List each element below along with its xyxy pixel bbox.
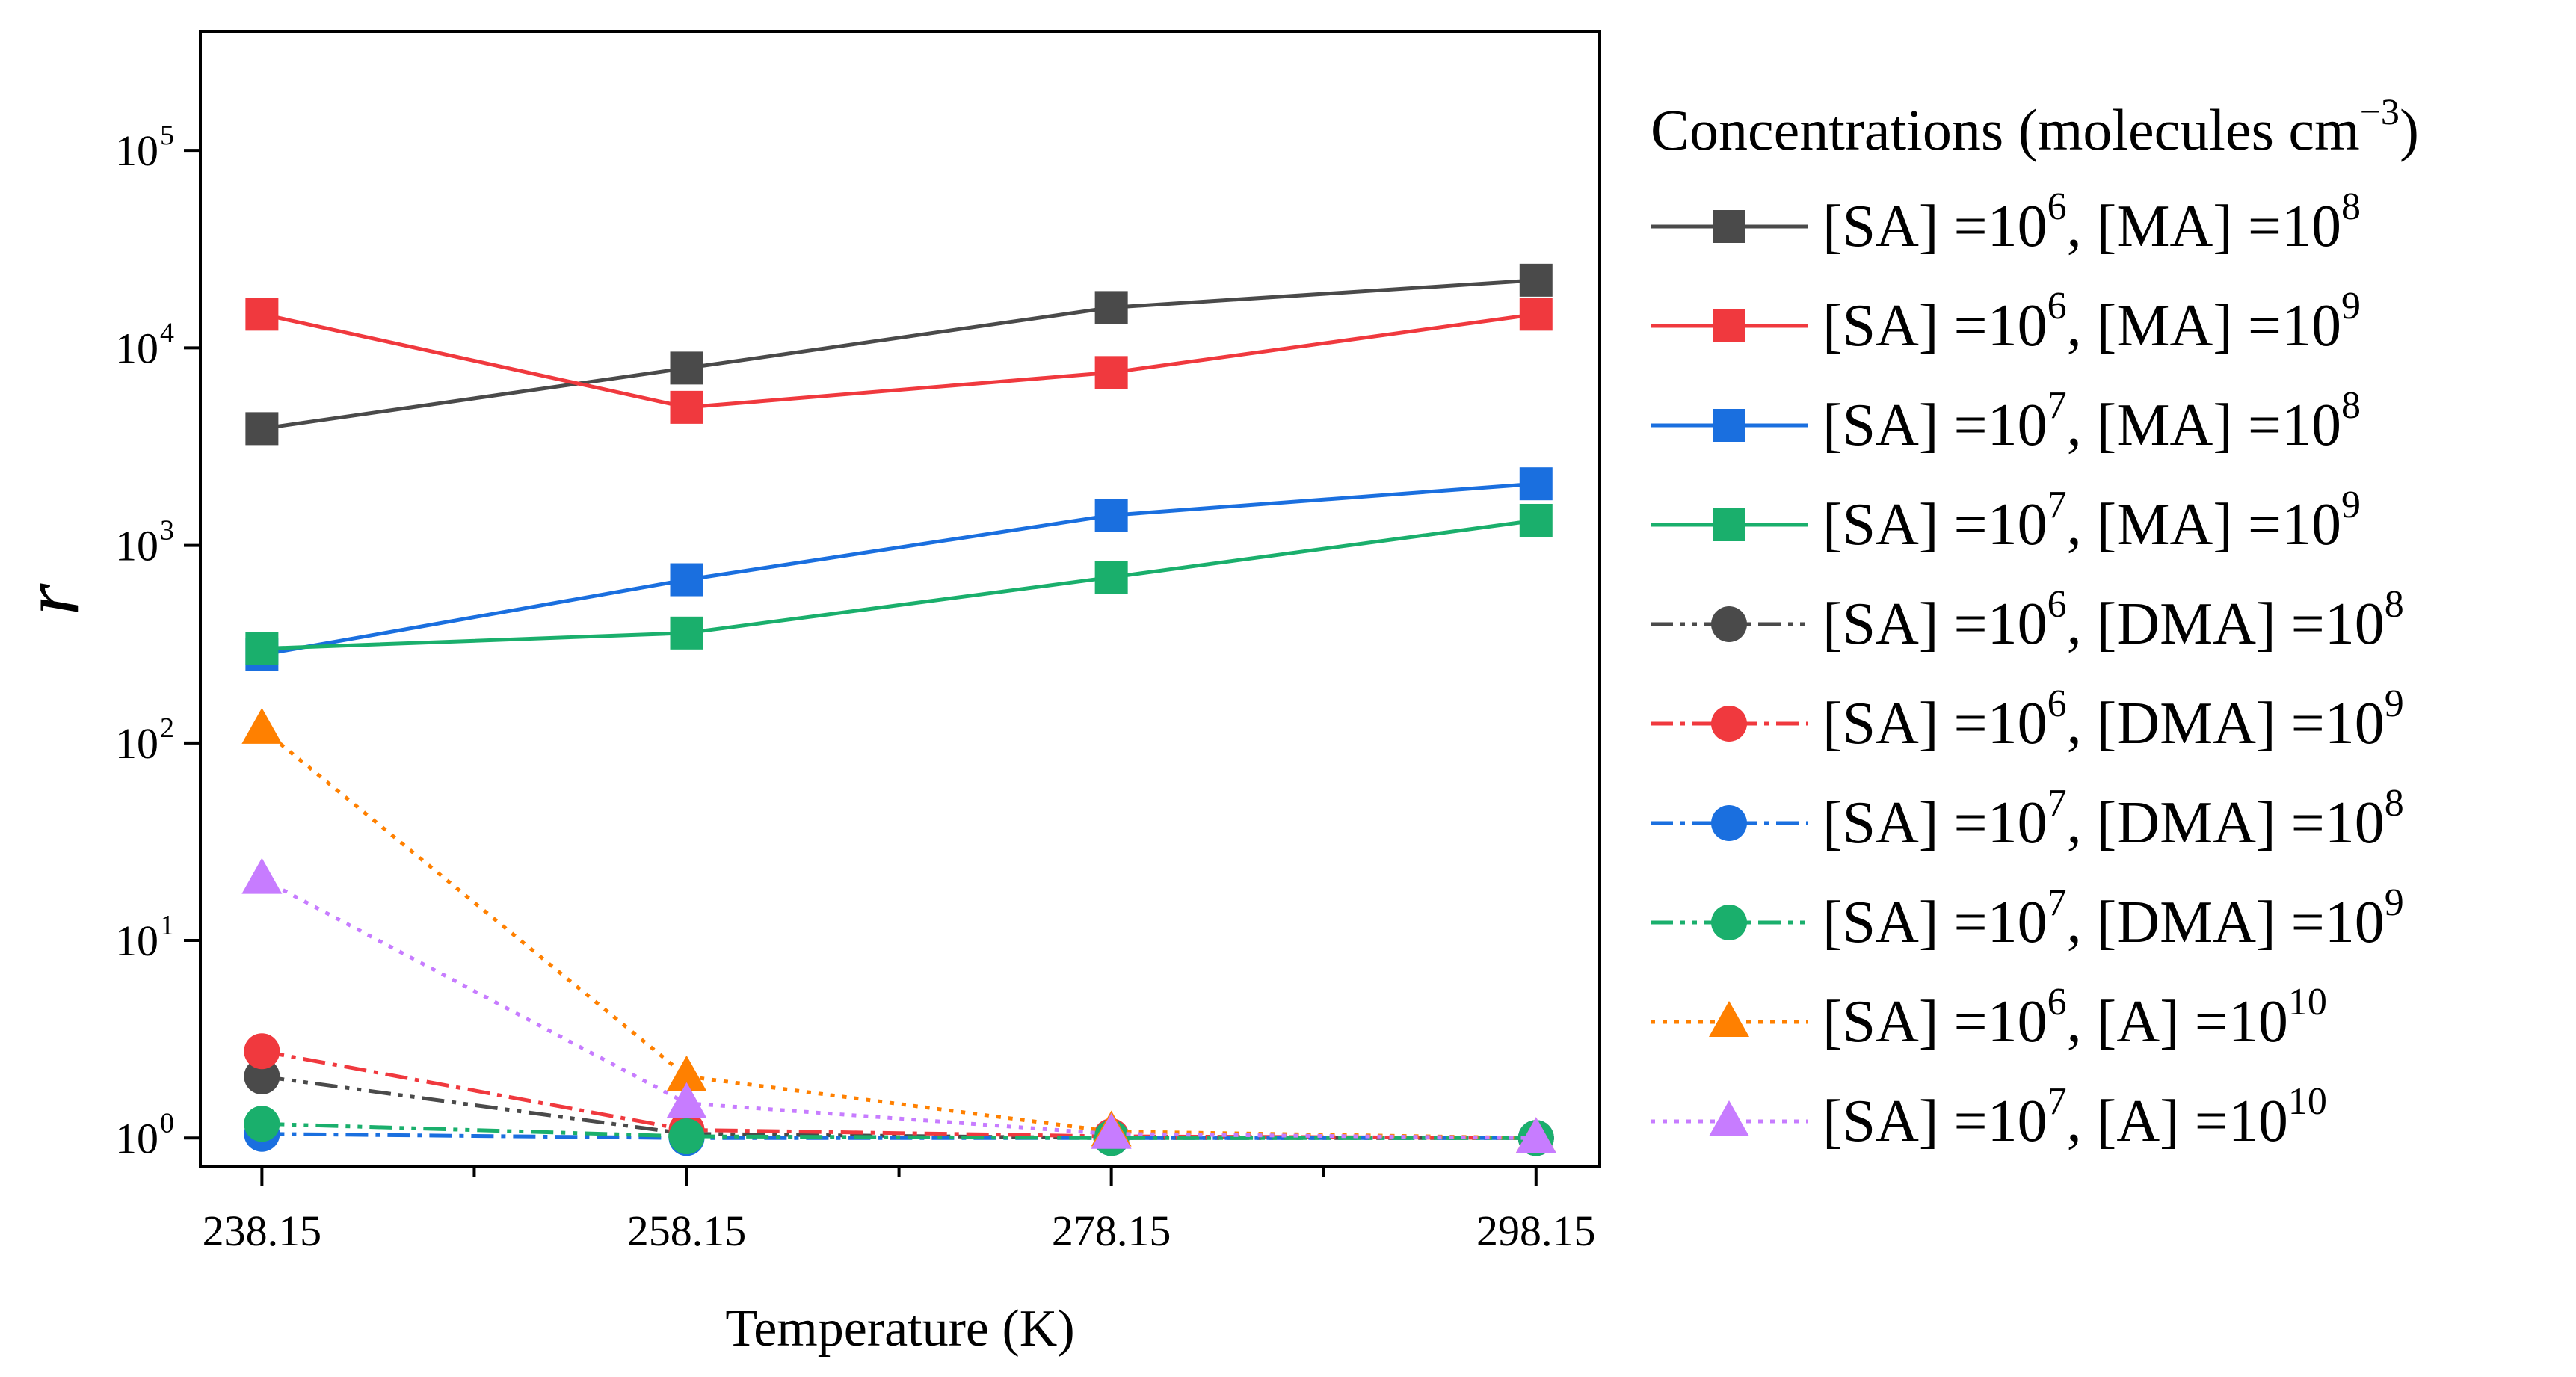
- data-point: [241, 707, 283, 744]
- legend-marker: [1711, 905, 1747, 940]
- y-tick-label: 10: [115, 324, 158, 372]
- data-point: [244, 1106, 280, 1142]
- y-tick-label: 10: [115, 126, 158, 175]
- y-tick-label: 10: [115, 522, 158, 570]
- data-point: [670, 390, 703, 424]
- data-point: [244, 1058, 280, 1094]
- data-point: [1094, 561, 1128, 594]
- data-point: [1515, 1117, 1556, 1153]
- series-line: [261, 481, 1536, 657]
- data-point: [1094, 356, 1128, 389]
- series-line: [261, 877, 1536, 1140]
- x-tick-label: 258.15: [627, 1207, 747, 1255]
- legend-marker: [1713, 210, 1745, 243]
- legend-label: [SA] =106, [A] =1010: [1822, 981, 2327, 1055]
- legend-marker: [1709, 1100, 1749, 1136]
- y-tick-label: 10: [115, 917, 158, 965]
- legend-entry: [SA] =106, [MA] =109: [1651, 285, 2361, 359]
- data-point: [245, 298, 279, 331]
- legend-entry: [SA] =107, [DMA] =109: [1651, 881, 2404, 955]
- x-tick-label: 238.15: [203, 1207, 322, 1255]
- data-point: [1519, 503, 1553, 537]
- legend-entry: [SA] =106, [DMA] =109: [1651, 683, 2404, 757]
- legend-marker: [1711, 606, 1747, 642]
- data-point: [670, 563, 703, 597]
- legend-entries: [SA] =106, [MA] =108 [SA] =106, [MA] =109…: [1651, 185, 2404, 1154]
- legend-label: [SA] =106, [MA] =109: [1822, 285, 2361, 359]
- data-point: [1094, 499, 1128, 532]
- y-axis-label: r: [5, 582, 96, 615]
- legend-entry: [SA] =106, [MA] =108: [1651, 185, 2361, 259]
- data-point: [666, 1055, 707, 1091]
- data-point: [1091, 1112, 1132, 1149]
- data-point: [244, 1033, 280, 1070]
- legend-label: [SA] =106, [MA] =108: [1822, 185, 2361, 259]
- legend-label: [SA] =107, [DMA] =108: [1822, 782, 2404, 856]
- series: [241, 857, 1556, 1153]
- legend-label: [SA] =107, [MA] =108: [1822, 384, 2361, 458]
- series-line: [262, 278, 1536, 431]
- data-point: [241, 857, 283, 894]
- y-tick-exponent: 2: [160, 712, 174, 744]
- data-point: [1094, 291, 1128, 324]
- data-point: [1519, 263, 1553, 297]
- legend-title: Concentrations (molecules cm−3): [1651, 90, 2419, 162]
- legend-label: [SA] =107, [MA] =109: [1822, 484, 2361, 558]
- data-point: [245, 632, 279, 665]
- y-tick-label: 10: [115, 719, 158, 768]
- series-line: [261, 1049, 1536, 1140]
- legend-marker: [1713, 309, 1745, 342]
- data-point: [245, 412, 279, 446]
- legend-marker: [1709, 1001, 1749, 1037]
- legend-label: [SA] =106, [DMA] =108: [1822, 583, 2404, 657]
- legend-entry: [SA] =106, [DMA] =108: [1651, 583, 2404, 657]
- legend-entry: [SA] =107, [A] =1010: [1651, 1080, 2327, 1154]
- legend-label: [SA] =106, [DMA] =109: [1822, 683, 2404, 757]
- x-axis-label: Temperature (K): [725, 1300, 1074, 1358]
- series-line: [261, 312, 1537, 410]
- legend-marker: [1711, 805, 1747, 841]
- legend-entry: [SA] =107, [MA] =108: [1651, 384, 2361, 458]
- x-tick-label: 278.15: [1052, 1207, 1171, 1255]
- x-tick-label: 298.15: [1476, 1207, 1596, 1255]
- legend-marker: [1713, 508, 1745, 541]
- data-point: [666, 1082, 707, 1118]
- plot-area: [199, 30, 1601, 1168]
- y-tick-exponent: 3: [160, 515, 174, 546]
- x-axis: 238.15 258.15 278.15 298.15: [203, 1166, 1596, 1255]
- legend-entry: [SA] =107, [MA] =109: [1651, 484, 2361, 558]
- legend-entry: [SA] =106, [A] =1010: [1651, 981, 2327, 1055]
- y-tick-exponent: 0: [160, 1107, 174, 1139]
- legend-label: [SA] =107, [DMA] =109: [1822, 881, 2404, 955]
- legend-entry: [SA] =107, [DMA] =108: [1651, 782, 2404, 856]
- data-point: [668, 1118, 705, 1155]
- data-point: [1519, 298, 1553, 331]
- series-line: [262, 1121, 1536, 1140]
- data-point: [670, 616, 703, 650]
- legend: Concentrations (molecules cm−3) [SA] =10…: [1651, 90, 2419, 1154]
- data-point: [1519, 467, 1553, 501]
- legend-marker: [1713, 409, 1745, 442]
- data-point: [670, 351, 703, 385]
- y-tick-exponent: 4: [160, 317, 174, 348]
- series-layer: [241, 263, 1556, 1156]
- series-line: [262, 518, 1537, 651]
- series: [245, 503, 1553, 665]
- series: [245, 298, 1553, 424]
- y-tick-exponent: 1: [160, 910, 174, 941]
- y-tick-label: 10: [115, 1114, 158, 1162]
- series: [245, 263, 1553, 446]
- legend-marker: [1711, 706, 1747, 742]
- legend-label: [SA] =107, [A] =1010: [1822, 1080, 2327, 1154]
- y-tick-exponent: 5: [160, 120, 174, 151]
